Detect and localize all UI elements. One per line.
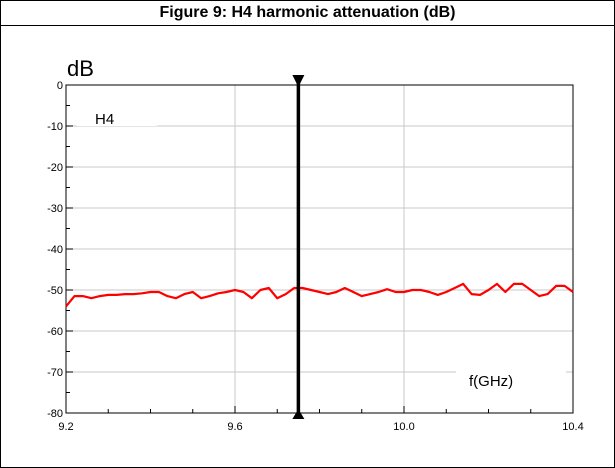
series-label-bg: [77, 94, 157, 126]
y-tick-label: -70: [47, 367, 63, 379]
x-tick-label: 10.4: [562, 421, 583, 433]
marker-top-arrow-icon[interactable]: [292, 75, 305, 87]
y-tick-label: 0: [57, 80, 63, 92]
marker-layer: [292, 75, 305, 419]
y-tick-label: -30: [47, 203, 63, 215]
y-tick-label: -50: [47, 285, 63, 297]
y-tick-label: -10: [47, 121, 63, 133]
x-tick-label: 9.6: [227, 421, 242, 433]
series-line-h4: [65, 282, 574, 308]
marker-bottom-arrow-icon[interactable]: [292, 409, 305, 419]
x-axis-label: f(GHz): [469, 373, 513, 390]
y-tick-label: -60: [47, 326, 63, 338]
figure-caption: Figure 9: H4 harmonic attenuation (dB): [1, 1, 614, 26]
series-layer: [65, 282, 574, 308]
x-axis-label-bg: [456, 362, 566, 396]
y-axis-label: dB: [67, 56, 94, 81]
y-tick-label: -20: [47, 162, 63, 174]
ticks-layer: 0 -10 -20 -30 -40 -50 -60 -70 -809.2 9.6 10.0 10.4: [47, 80, 584, 433]
x-tick-label: 9.2: [58, 421, 73, 433]
y-tick-label: -40: [47, 244, 63, 256]
x-tick-label: 10.0: [393, 421, 414, 433]
y-tick-label: -80: [47, 408, 63, 420]
series-label: H4: [95, 111, 114, 128]
